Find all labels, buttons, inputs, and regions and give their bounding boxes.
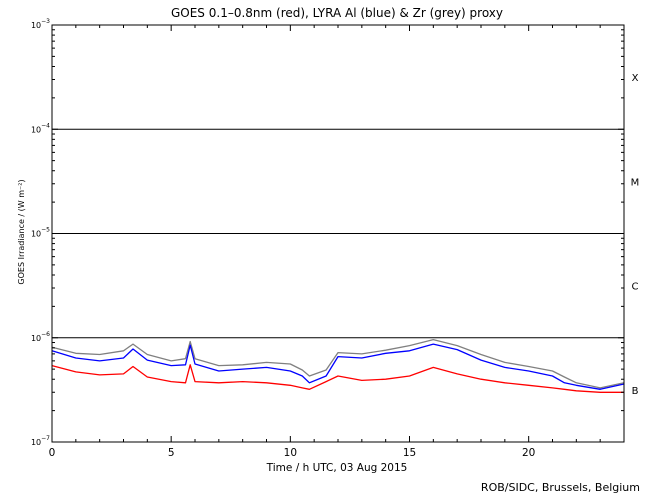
x-axis-label: Time / h UTC, 03 Aug 2015 — [266, 462, 408, 474]
y-tick-label: 10−7 — [31, 435, 50, 447]
series-line — [51, 364, 624, 393]
flare-class-label: M — [631, 177, 640, 188]
x-tick-label: 0 — [49, 447, 56, 459]
flare-class-labels: X M C B — [631, 73, 640, 397]
series-group — [51, 338, 625, 393]
flare-class-label: B — [632, 386, 639, 397]
y-tick-label: 10−4 — [31, 122, 50, 134]
flare-class-lines — [52, 128, 624, 339]
x-axis: 0 5 10 15 20 — [49, 25, 625, 459]
x-tick-label: 15 — [403, 447, 416, 459]
x-tick-label: 10 — [284, 447, 297, 459]
series-line — [51, 338, 625, 389]
y-tick-label: 10−3 — [31, 18, 50, 30]
credit-text: ROB/SIDC, Brussels, Belgium — [480, 481, 640, 494]
y-axis: 10−7 10−6 10−5 10−4 10−3 — [31, 18, 624, 447]
y-axis-label: GOES Irradiance / (W m⁻²) — [17, 179, 26, 284]
x-tick-label: 5 — [168, 447, 175, 459]
flare-class-label: X — [632, 73, 639, 84]
flare-class-label: C — [632, 282, 639, 293]
y-tick-label: 10−5 — [31, 227, 50, 239]
x-tick-label: 20 — [522, 447, 535, 459]
chart-title: GOES 0.1–0.8nm (red), LYRA Al (blue) & Z… — [171, 6, 503, 20]
series-line — [51, 343, 625, 390]
y-tick-label: 10−6 — [31, 331, 50, 343]
